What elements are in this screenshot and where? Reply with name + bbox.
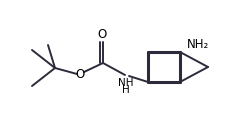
Text: NH₂: NH₂ [187,37,209,50]
Text: O: O [76,69,84,82]
Text: H: H [122,85,130,95]
Text: O: O [98,28,106,42]
Text: NH: NH [118,78,134,88]
